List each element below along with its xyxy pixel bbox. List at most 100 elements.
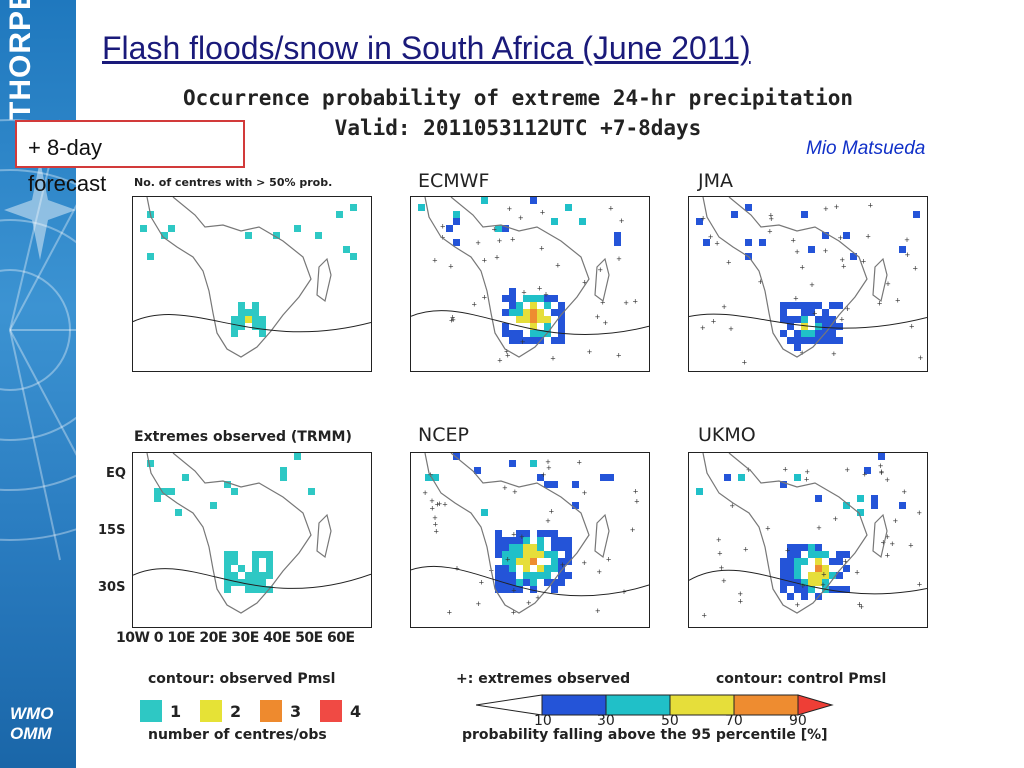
- svg-text:+: +: [505, 554, 510, 564]
- svg-text:+: +: [422, 488, 427, 498]
- right-legend-caption: probability falling above the 95 percent…: [462, 727, 828, 743]
- svg-text:+: +: [482, 255, 487, 265]
- svg-text:+: +: [845, 304, 850, 314]
- svg-text:+: +: [582, 278, 587, 288]
- svg-text:+: +: [432, 513, 437, 523]
- legend-label-3: 3: [290, 702, 302, 721]
- svg-text:+: +: [512, 487, 517, 497]
- svg-text:+: +: [432, 255, 437, 265]
- figure-subtitle: Valid: 2011053112UTC +7-8days: [334, 116, 702, 140]
- colorbar-tick-30: 30: [597, 713, 615, 729]
- forecast-callout-label: + 8-day forecast: [28, 135, 107, 196]
- colorbar: [476, 694, 834, 716]
- svg-text:+: +: [448, 261, 453, 271]
- svg-text:+: +: [841, 261, 846, 271]
- svg-text:+: +: [743, 544, 748, 554]
- svg-text:+: +: [831, 349, 836, 359]
- svg-text:+: +: [598, 265, 603, 275]
- svg-text:+: +: [472, 299, 477, 309]
- svg-text:+: +: [908, 540, 913, 550]
- svg-text:+: +: [758, 277, 763, 287]
- svg-text:+: +: [795, 600, 800, 610]
- colorbar-tick-90: 90: [789, 713, 807, 729]
- svg-text:+: +: [865, 231, 870, 241]
- svg-text:+: +: [730, 501, 735, 511]
- svg-text:+: +: [719, 563, 724, 573]
- svg-text:+: +: [812, 308, 817, 318]
- svg-text:+: +: [608, 204, 613, 214]
- svg-text:+: +: [595, 606, 600, 616]
- svg-text:+: +: [868, 200, 873, 210]
- svg-text:+: +: [708, 232, 713, 242]
- svg-text:+: +: [494, 253, 499, 263]
- svg-text:+: +: [450, 315, 455, 325]
- svg-text:+: +: [859, 602, 864, 612]
- svg-text:+: +: [545, 516, 550, 526]
- svg-text:+: +: [885, 475, 890, 485]
- y-tick-eq: EQ: [106, 466, 126, 481]
- svg-text:+: +: [582, 488, 587, 498]
- svg-text:+: +: [634, 497, 639, 507]
- svg-text:+: +: [905, 250, 910, 260]
- svg-text:+: +: [767, 226, 772, 236]
- svg-text:+: +: [433, 520, 438, 530]
- svg-text:+: +: [700, 323, 705, 333]
- svg-text:+: +: [560, 560, 565, 570]
- svg-text:+: +: [623, 298, 628, 308]
- svg-text:+: +: [454, 563, 459, 573]
- svg-text:+: +: [716, 535, 721, 545]
- legend-swatch-4: [320, 700, 342, 722]
- svg-text:+: +: [823, 246, 828, 256]
- svg-text:+: +: [541, 470, 546, 480]
- legend-label-2: 2: [230, 702, 242, 721]
- svg-text:+: +: [885, 551, 890, 561]
- left-legend-title: contour: observed Pmsl: [148, 671, 336, 687]
- svg-text:+: +: [700, 213, 705, 223]
- svg-text:+: +: [738, 589, 743, 599]
- map-centres: [132, 196, 372, 372]
- svg-text:+: +: [768, 210, 773, 220]
- figure-title: Occurrence probability of extreme 24-hr …: [182, 86, 854, 110]
- svg-text:+: +: [507, 204, 512, 214]
- slide-title: Flash floods/snow in South Africa (June …: [102, 30, 751, 66]
- svg-text:+: +: [543, 290, 548, 300]
- svg-text:+: +: [809, 280, 814, 290]
- svg-text:+: +: [861, 256, 866, 266]
- svg-text:+: +: [721, 302, 726, 312]
- svg-text:+: +: [879, 468, 884, 478]
- svg-text:+: +: [795, 247, 800, 257]
- svg-text:+: +: [550, 353, 555, 363]
- svg-text:+: +: [521, 288, 526, 298]
- svg-text:+: +: [804, 474, 809, 484]
- svg-text:+: +: [821, 570, 826, 580]
- svg-text:+: +: [800, 263, 805, 273]
- y-tick-30s: 30S: [98, 580, 126, 595]
- svg-text:+: +: [447, 607, 452, 617]
- svg-text:+: +: [539, 244, 544, 254]
- svg-text:+: +: [746, 465, 751, 475]
- colorbar-tick-10: 10: [534, 713, 552, 729]
- panel-title-centres: No. of centres with > 50% prob.: [134, 176, 333, 189]
- left-legend-caption: number of centres/obs: [148, 727, 327, 743]
- svg-text:+: +: [511, 530, 516, 540]
- svg-text:+: +: [440, 222, 445, 232]
- svg-text:+: +: [619, 216, 624, 226]
- svg-text:+: +: [878, 461, 883, 471]
- svg-text:+: +: [805, 467, 810, 477]
- svg-text:+: +: [917, 508, 922, 518]
- svg-text:+: +: [714, 239, 719, 249]
- svg-text:+: +: [711, 316, 716, 326]
- svg-text:+: +: [765, 524, 770, 534]
- svg-text:+: +: [877, 299, 882, 309]
- svg-text:+: +: [834, 202, 839, 212]
- wmo-logo: WMO OMM: [10, 704, 54, 743]
- svg-text:+: +: [603, 318, 608, 328]
- svg-text:+: +: [738, 596, 743, 606]
- svg-text:+: +: [492, 224, 497, 234]
- svg-text:+: +: [577, 458, 582, 468]
- svg-text:+: +: [555, 260, 560, 270]
- svg-text:+: +: [549, 506, 554, 516]
- svg-text:+: +: [442, 500, 447, 510]
- svg-text:+: +: [630, 525, 635, 535]
- panel-title-ecmwf: ECMWF: [418, 170, 490, 192]
